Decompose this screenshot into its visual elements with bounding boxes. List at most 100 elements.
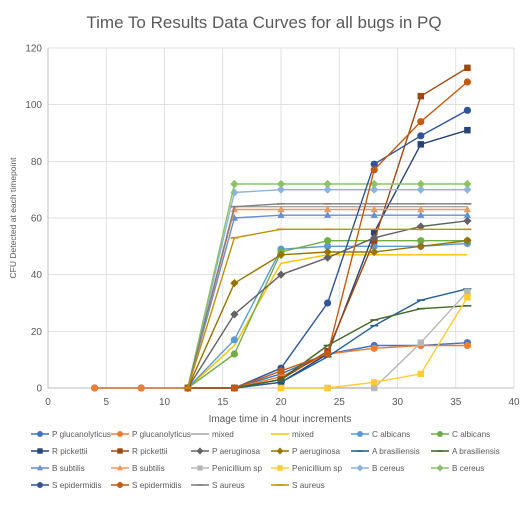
legend-marker (37, 482, 43, 488)
data-point (464, 64, 471, 72)
data-point (323, 253, 332, 262)
legend-label: B cereus (372, 463, 405, 473)
data-point (137, 384, 145, 392)
data-point (464, 126, 471, 134)
legend-swatch (271, 484, 289, 486)
x-tick-label: 5 (103, 397, 109, 408)
legend-label: S epidermidis (52, 480, 102, 490)
data-point (463, 205, 471, 213)
x-tick-label: 30 (392, 397, 404, 408)
data-point (324, 384, 331, 392)
data-point (230, 350, 238, 358)
legend-marker (276, 447, 284, 455)
data-point (370, 211, 378, 218)
data-point (277, 205, 285, 213)
x-tick-label: 35 (450, 397, 462, 408)
data-point (370, 160, 378, 168)
legend-marker (117, 448, 123, 454)
data-point (324, 242, 332, 250)
y-tick-label: 80 (31, 157, 43, 168)
series-line (187, 203, 468, 389)
data-point (417, 211, 425, 218)
legend-label: R pickettii (52, 446, 88, 456)
legend-item: mixed (190, 428, 270, 440)
data-point (463, 216, 472, 225)
legend-swatch (271, 465, 289, 471)
data-point (370, 247, 379, 257)
data-point (370, 179, 379, 189)
data-point (417, 141, 425, 148)
data-point (324, 299, 332, 307)
legend-item: S aureus (190, 479, 270, 491)
data-point (463, 211, 471, 218)
x-tick-label: 0 (45, 397, 51, 408)
legend-marker (356, 464, 364, 472)
legend-swatch (111, 431, 129, 437)
legend-label: R pickettii (132, 446, 168, 456)
legend-item: P glucanolyticus (30, 428, 112, 440)
data-point (417, 92, 425, 100)
data-point (324, 350, 332, 358)
legend-label: A brasiliensis (372, 446, 420, 456)
data-point (416, 242, 425, 251)
chart-title: Time To Results Data Curves for all bugs… (86, 13, 441, 32)
data-point (230, 188, 239, 197)
legend-marker (437, 431, 443, 437)
legend-item: P aeruginosa (190, 445, 270, 457)
legend-label: C albicans (452, 429, 491, 439)
legend-label: B cereus (452, 463, 485, 473)
data-point (370, 384, 378, 392)
data-point (230, 336, 238, 344)
data-point (230, 179, 239, 189)
x-tick-label: 40 (508, 397, 520, 408)
data-point (276, 270, 286, 279)
data-point (91, 384, 99, 392)
legend-swatch (111, 482, 129, 488)
legend-swatch (31, 464, 49, 471)
legend-item: R pickettii (110, 445, 190, 457)
data-point (277, 384, 285, 392)
legend-swatch (271, 447, 289, 455)
legend-label: C albicans (372, 429, 411, 439)
data-point (323, 179, 332, 189)
data-point (417, 339, 425, 346)
legend-swatch (31, 482, 49, 488)
y-tick-label: 40 (31, 270, 43, 281)
data-point (463, 106, 471, 114)
legend-swatch (191, 433, 209, 435)
data-point (463, 185, 472, 194)
legend-label: mixed (292, 429, 314, 439)
legend-marker (196, 447, 204, 455)
legend-label: S epidermidis (132, 480, 182, 490)
data-point (276, 185, 286, 194)
data-point (324, 211, 332, 218)
legend-swatch (191, 447, 209, 455)
legend-marker (37, 431, 43, 437)
x-tick-label: 15 (217, 397, 229, 408)
data-point (417, 118, 425, 126)
legend-label: P glucanolyticus (52, 429, 112, 439)
legend-marker (277, 465, 283, 471)
legend-swatch (31, 431, 49, 437)
gridlines (48, 47, 515, 388)
legend-marker (357, 431, 363, 437)
data-point (464, 294, 471, 301)
data-point (370, 233, 379, 242)
legend-label: mixed (212, 429, 234, 439)
data-point (370, 185, 379, 194)
y-tick-label: 60 (31, 214, 43, 225)
y-axis-title: CFU Detected at each timepoint (8, 157, 18, 279)
legend-swatch (271, 433, 289, 435)
legend-label: B subtilis (132, 463, 165, 473)
data-point (230, 310, 239, 319)
series-22 (183, 228, 472, 389)
data-point (370, 344, 378, 352)
data-point (417, 370, 425, 378)
y-tick-label: 100 (25, 100, 42, 111)
legend-marker (197, 465, 203, 471)
legend-label: A brasiliensis (452, 446, 500, 456)
legend-item: B subtilis (110, 462, 190, 474)
legend-swatch (431, 450, 449, 452)
legend-item: B cereus (430, 462, 510, 474)
